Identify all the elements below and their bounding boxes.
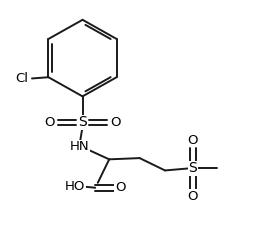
Text: S: S (78, 115, 87, 129)
Text: O: O (188, 190, 198, 203)
Text: O: O (115, 181, 125, 194)
Text: HN: HN (70, 141, 90, 153)
Text: HO: HO (65, 180, 85, 193)
Text: O: O (188, 134, 198, 147)
Text: O: O (44, 116, 55, 129)
Text: S: S (189, 162, 197, 175)
Text: Cl: Cl (15, 72, 28, 85)
Text: O: O (110, 116, 121, 129)
